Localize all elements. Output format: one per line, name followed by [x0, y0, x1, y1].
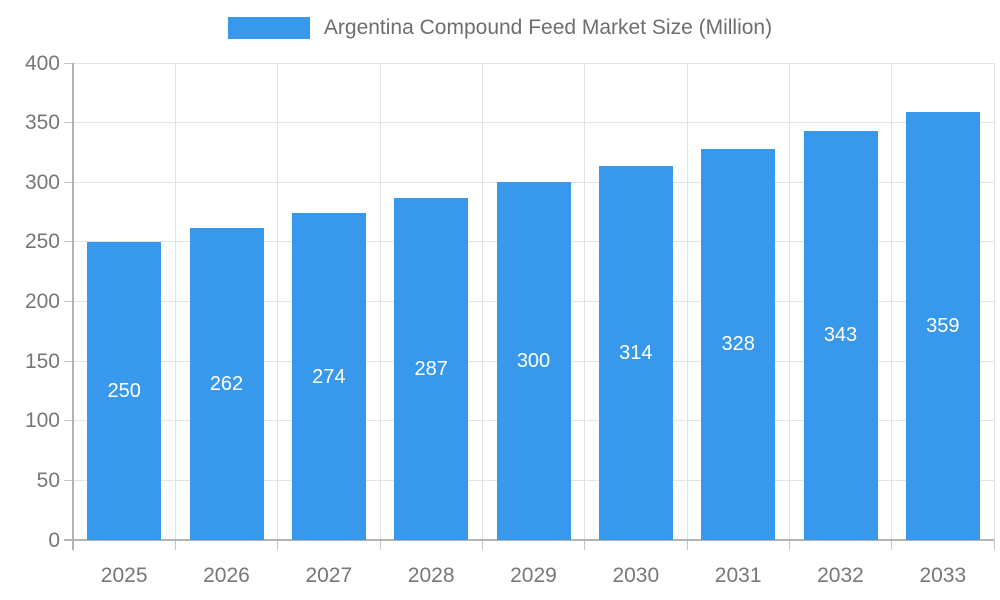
bar-value-label: 343: [823, 324, 858, 347]
y-axis-tick-label: 150: [24, 349, 60, 373]
y-axis-line: [72, 63, 74, 550]
x-axis-tick-label: 2030: [612, 564, 660, 587]
bar-value-label: 250: [107, 379, 141, 402]
bar-value-label: 314: [619, 341, 653, 364]
y-axis-tick: [64, 241, 73, 243]
bar[interactable]: [291, 213, 366, 540]
x-axis-tick-label: 2031: [714, 564, 762, 587]
bar-value-label: 300: [516, 350, 551, 373]
y-axis-tick: [64, 122, 73, 124]
x-axis-tick-label: 2028: [407, 564, 455, 587]
x-gridline: [891, 63, 893, 540]
bar-value-label: 287: [414, 357, 448, 380]
x-axis-tick-label: 2029: [510, 564, 557, 587]
x-gridline: [584, 63, 586, 540]
bar[interactable]: [394, 197, 469, 540]
x-axis-tick-label: 2033: [919, 564, 967, 587]
x-gridline: [686, 63, 688, 540]
y-axis-tick-label: 250: [24, 230, 60, 254]
bar-value-label: 262: [209, 372, 244, 395]
y-axis-tick: [64, 360, 73, 362]
y-axis-tick-label: 400: [24, 51, 60, 75]
x-gridline: [379, 63, 381, 540]
bar[interactable]: [496, 182, 571, 540]
x-axis-tick: [277, 540, 279, 550]
bar[interactable]: [701, 148, 776, 540]
bar[interactable]: [803, 130, 878, 540]
bar[interactable]: [189, 227, 264, 540]
y-axis-tick-label: 200: [24, 290, 60, 313]
y-gridline: [73, 62, 994, 64]
y-axis-tick: [64, 181, 73, 183]
legend-swatch: [227, 17, 310, 39]
x-axis-tick: [993, 540, 995, 550]
y-axis-tick-label: 100: [24, 409, 60, 433]
bar-value-label: 359: [926, 314, 960, 337]
bar[interactable]: [905, 111, 980, 540]
x-axis-tick-label: 2027: [305, 564, 353, 587]
bar[interactable]: [598, 165, 673, 540]
x-axis-tick: [379, 540, 381, 550]
y-axis-tick: [64, 301, 73, 302]
x-gridline: [174, 63, 176, 540]
x-axis-tick-label: 2032: [817, 564, 864, 587]
x-axis-tick: [788, 540, 790, 550]
y-gridline: [73, 122, 994, 124]
y-axis-tick-label: 50: [36, 468, 60, 492]
x-gridline: [481, 63, 483, 540]
x-axis-tick: [891, 540, 893, 550]
bar-value-label: 328: [721, 333, 755, 356]
y-axis-tick-label: 0: [48, 528, 60, 552]
x-axis-line: [64, 539, 994, 541]
y-axis-tick: [64, 479, 73, 481]
x-axis-tick: [686, 540, 688, 550]
chart-legend[interactable]: Argentina Compound Feed Market Size (Mil…: [0, 14, 1000, 42]
y-axis-tick-label: 350: [24, 111, 60, 135]
bar[interactable]: [87, 241, 162, 540]
x-gridline: [277, 63, 279, 540]
bar-value-label: 274: [312, 365, 346, 388]
x-gridline: [993, 63, 995, 540]
y-axis-tick-label: 300: [24, 170, 60, 194]
x-axis-tick: [584, 540, 586, 550]
legend-label: Argentina Compound Feed Market Size (Mil…: [323, 16, 773, 39]
y-axis-tick: [64, 62, 73, 64]
x-axis-tick-label: 2025: [100, 564, 148, 587]
x-axis-tick: [481, 540, 483, 550]
y-axis-tick: [64, 420, 73, 422]
x-axis-tick: [174, 540, 176, 550]
x-gridline: [788, 63, 790, 540]
x-axis-tick-label: 2026: [203, 564, 250, 587]
